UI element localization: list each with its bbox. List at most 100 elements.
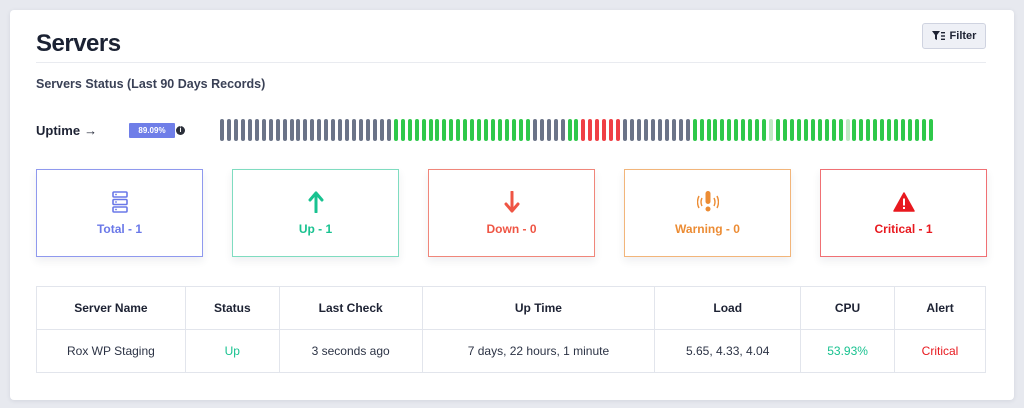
uptime-day-bar[interactable] — [609, 119, 614, 141]
uptime-day-bar[interactable] — [880, 119, 885, 141]
table-row[interactable]: Rox WP Staging Up 3 seconds ago 7 days, … — [36, 329, 986, 373]
header-up-time[interactable]: Up Time — [421, 286, 656, 330]
uptime-day-bar[interactable] — [532, 119, 537, 141]
uptime-day-bar[interactable] — [421, 119, 426, 141]
uptime-day-bar[interactable] — [915, 119, 919, 141]
uptime-day-bar[interactable] — [226, 119, 231, 141]
stat-box-warning[interactable]: Warning - 0 — [624, 169, 791, 257]
uptime-day-bar[interactable] — [303, 119, 308, 141]
uptime-day-bar[interactable] — [233, 119, 238, 141]
uptime-day-bar[interactable] — [741, 119, 746, 141]
uptime-day-bar[interactable] — [511, 119, 516, 141]
uptime-day-bar[interactable] — [442, 119, 447, 141]
header-status[interactable]: Status — [184, 286, 280, 330]
uptime-day-bar[interactable] — [706, 119, 711, 141]
uptime-day-bar[interactable] — [720, 119, 725, 141]
header-last-check[interactable]: Last Check — [278, 286, 423, 330]
uptime-day-bar[interactable] — [866, 119, 871, 141]
uptime-day-bar[interactable] — [268, 119, 273, 141]
uptime-day-bar[interactable] — [859, 119, 864, 141]
uptime-day-bar[interactable] — [657, 119, 662, 141]
stat-box-critical[interactable]: Critical - 1 — [820, 169, 987, 257]
uptime-day-bar[interactable] — [734, 119, 739, 141]
header-server-name[interactable]: Server Name — [36, 286, 186, 330]
uptime-day-bar[interactable] — [317, 119, 322, 141]
uptime-day-bar[interactable] — [560, 119, 565, 141]
uptime-day-bar[interactable] — [789, 119, 794, 141]
uptime-day-bar[interactable] — [782, 119, 787, 141]
uptime-day-bar[interactable] — [887, 119, 892, 141]
uptime-day-bar[interactable] — [435, 119, 440, 141]
uptime-day-bar[interactable] — [449, 119, 454, 141]
uptime-day-bar[interactable] — [901, 119, 906, 141]
uptime-day-bar[interactable] — [247, 119, 252, 141]
uptime-day-bar[interactable] — [220, 119, 224, 141]
uptime-day-bar[interactable] — [894, 119, 899, 141]
uptime-day-bar[interactable] — [456, 119, 461, 141]
uptime-day-bar[interactable] — [428, 119, 433, 141]
uptime-day-bar[interactable] — [616, 119, 621, 141]
uptime-day-bar[interactable] — [796, 119, 801, 141]
uptime-day-bar[interactable] — [692, 119, 697, 141]
uptime-day-bar[interactable] — [671, 119, 676, 141]
uptime-day-bar[interactable] — [713, 119, 718, 141]
uptime-day-bar[interactable] — [379, 119, 384, 141]
uptime-day-bar[interactable] — [407, 119, 412, 141]
uptime-day-bar[interactable] — [477, 119, 482, 141]
uptime-day-bar[interactable] — [817, 119, 822, 141]
header-cpu[interactable]: CPU — [800, 286, 896, 330]
cell-server-name[interactable]: Rox WP Staging — [36, 329, 186, 373]
uptime-day-bar[interactable] — [539, 119, 544, 141]
header-alert[interactable]: Alert — [894, 286, 986, 330]
uptime-day-bar[interactable] — [762, 119, 767, 141]
info-icon[interactable]: i — [176, 126, 185, 135]
uptime-day-bar[interactable] — [553, 119, 558, 141]
uptime-day-bar[interactable] — [650, 119, 655, 141]
uptime-day-bar[interactable] — [484, 119, 489, 141]
uptime-day-bar[interactable] — [359, 119, 363, 141]
uptime-day-bar[interactable] — [372, 119, 377, 141]
uptime-day-bar[interactable] — [852, 119, 857, 141]
uptime-day-bar[interactable] — [678, 119, 683, 141]
uptime-day-bar[interactable] — [310, 119, 315, 141]
uptime-day-bar[interactable] — [518, 119, 523, 141]
uptime-day-bar[interactable] — [803, 119, 808, 141]
uptime-day-bar[interactable] — [727, 119, 732, 141]
uptime-day-bar[interactable] — [748, 119, 753, 141]
uptime-day-bar[interactable] — [664, 119, 669, 141]
uptime-day-bar[interactable] — [685, 119, 690, 141]
uptime-day-bar[interactable] — [386, 119, 391, 141]
stat-box-up[interactable]: Up - 1 — [232, 169, 399, 257]
uptime-day-bar[interactable] — [574, 119, 579, 141]
uptime-day-bar[interactable] — [623, 119, 628, 141]
uptime-day-bar[interactable] — [873, 119, 878, 141]
uptime-day-bar[interactable] — [491, 119, 496, 141]
uptime-day-bar[interactable] — [699, 119, 704, 141]
uptime-day-bar[interactable] — [921, 119, 926, 141]
uptime-day-bar[interactable] — [498, 119, 502, 141]
uptime-day-bar[interactable] — [261, 119, 266, 141]
uptime-day-bar[interactable] — [400, 119, 405, 141]
uptime-day-bar[interactable] — [831, 119, 836, 141]
uptime-day-bar[interactable] — [393, 119, 398, 141]
uptime-day-bar[interactable] — [637, 119, 641, 141]
uptime-day-bar[interactable] — [275, 119, 280, 141]
uptime-day-bar[interactable] — [546, 119, 551, 141]
uptime-day-bar[interactable] — [352, 119, 357, 141]
uptime-day-bar[interactable] — [769, 119, 774, 141]
stat-box-total[interactable]: Total - 1 — [36, 169, 203, 257]
uptime-day-bar[interactable] — [365, 119, 370, 141]
uptime-day-bar[interactable] — [567, 119, 572, 141]
uptime-day-bar[interactable] — [240, 119, 245, 141]
uptime-day-bar[interactable] — [595, 119, 600, 141]
filter-button[interactable]: Filter — [922, 23, 986, 49]
uptime-day-bar[interactable] — [588, 119, 593, 141]
uptime-day-bar[interactable] — [254, 119, 259, 141]
uptime-day-bar[interactable] — [810, 119, 815, 141]
uptime-day-bar[interactable] — [845, 119, 850, 141]
uptime-day-bar[interactable] — [755, 119, 760, 141]
uptime-day-bar[interactable] — [289, 119, 294, 141]
uptime-day-bar[interactable] — [338, 119, 343, 141]
uptime-day-bar[interactable] — [470, 119, 475, 141]
uptime-day-bar[interactable] — [908, 119, 913, 141]
